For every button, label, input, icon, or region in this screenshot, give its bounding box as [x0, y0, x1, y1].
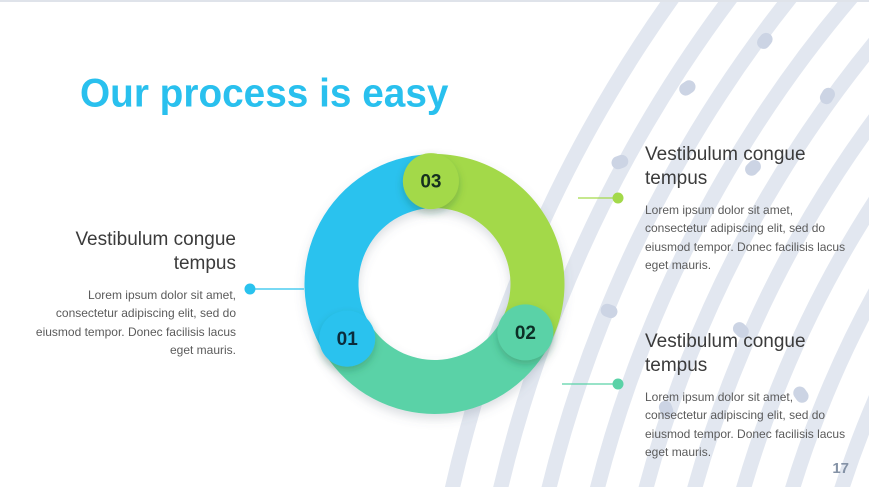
svg-text:02: 02 [515, 323, 536, 344]
svg-text:01: 01 [337, 329, 359, 350]
svg-text:03: 03 [420, 172, 441, 193]
